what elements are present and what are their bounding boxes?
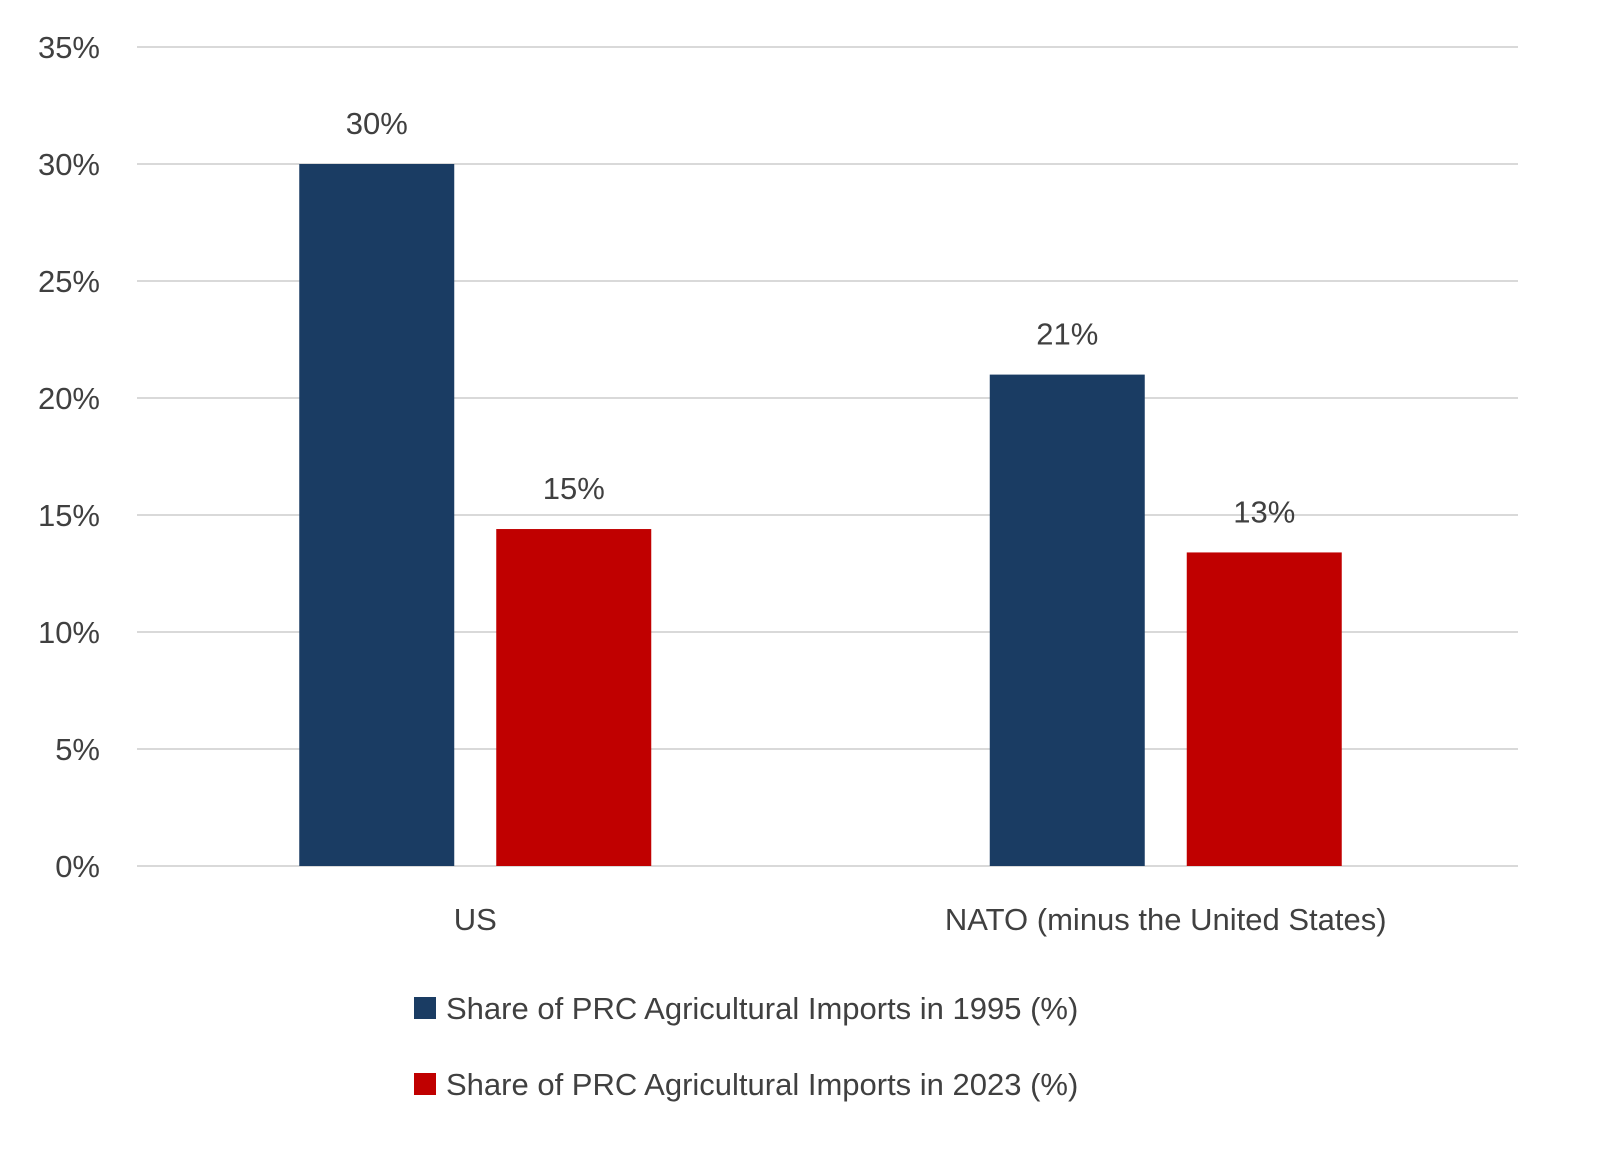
legend-swatch: [414, 997, 436, 1019]
y-tick-label: 5%: [55, 732, 100, 767]
y-tick-label: 35%: [38, 30, 100, 65]
bar: [496, 529, 652, 866]
data-label: 21%: [1036, 317, 1098, 352]
x-tick-label: US: [454, 902, 497, 937]
legend-swatch: [414, 1073, 436, 1095]
y-tick-label: 15%: [38, 498, 100, 533]
data-label: 13%: [1233, 494, 1295, 529]
data-label: 30%: [346, 106, 408, 141]
y-tick-label: 10%: [38, 615, 100, 650]
y-tick-label: 30%: [38, 147, 100, 182]
y-tick-label: 25%: [38, 264, 100, 299]
y-tick-label: 20%: [38, 381, 100, 416]
x-tick-label: NATO (minus the United States): [945, 902, 1387, 937]
data-label: 15%: [543, 471, 605, 506]
legend-label: Share of PRC Agricultural Imports in 199…: [446, 991, 1078, 1026]
legend-label: Share of PRC Agricultural Imports in 202…: [446, 1067, 1078, 1102]
bar: [989, 374, 1145, 866]
y-tick-label: 0%: [55, 849, 100, 884]
bar: [1186, 552, 1342, 866]
bar: [299, 164, 455, 866]
